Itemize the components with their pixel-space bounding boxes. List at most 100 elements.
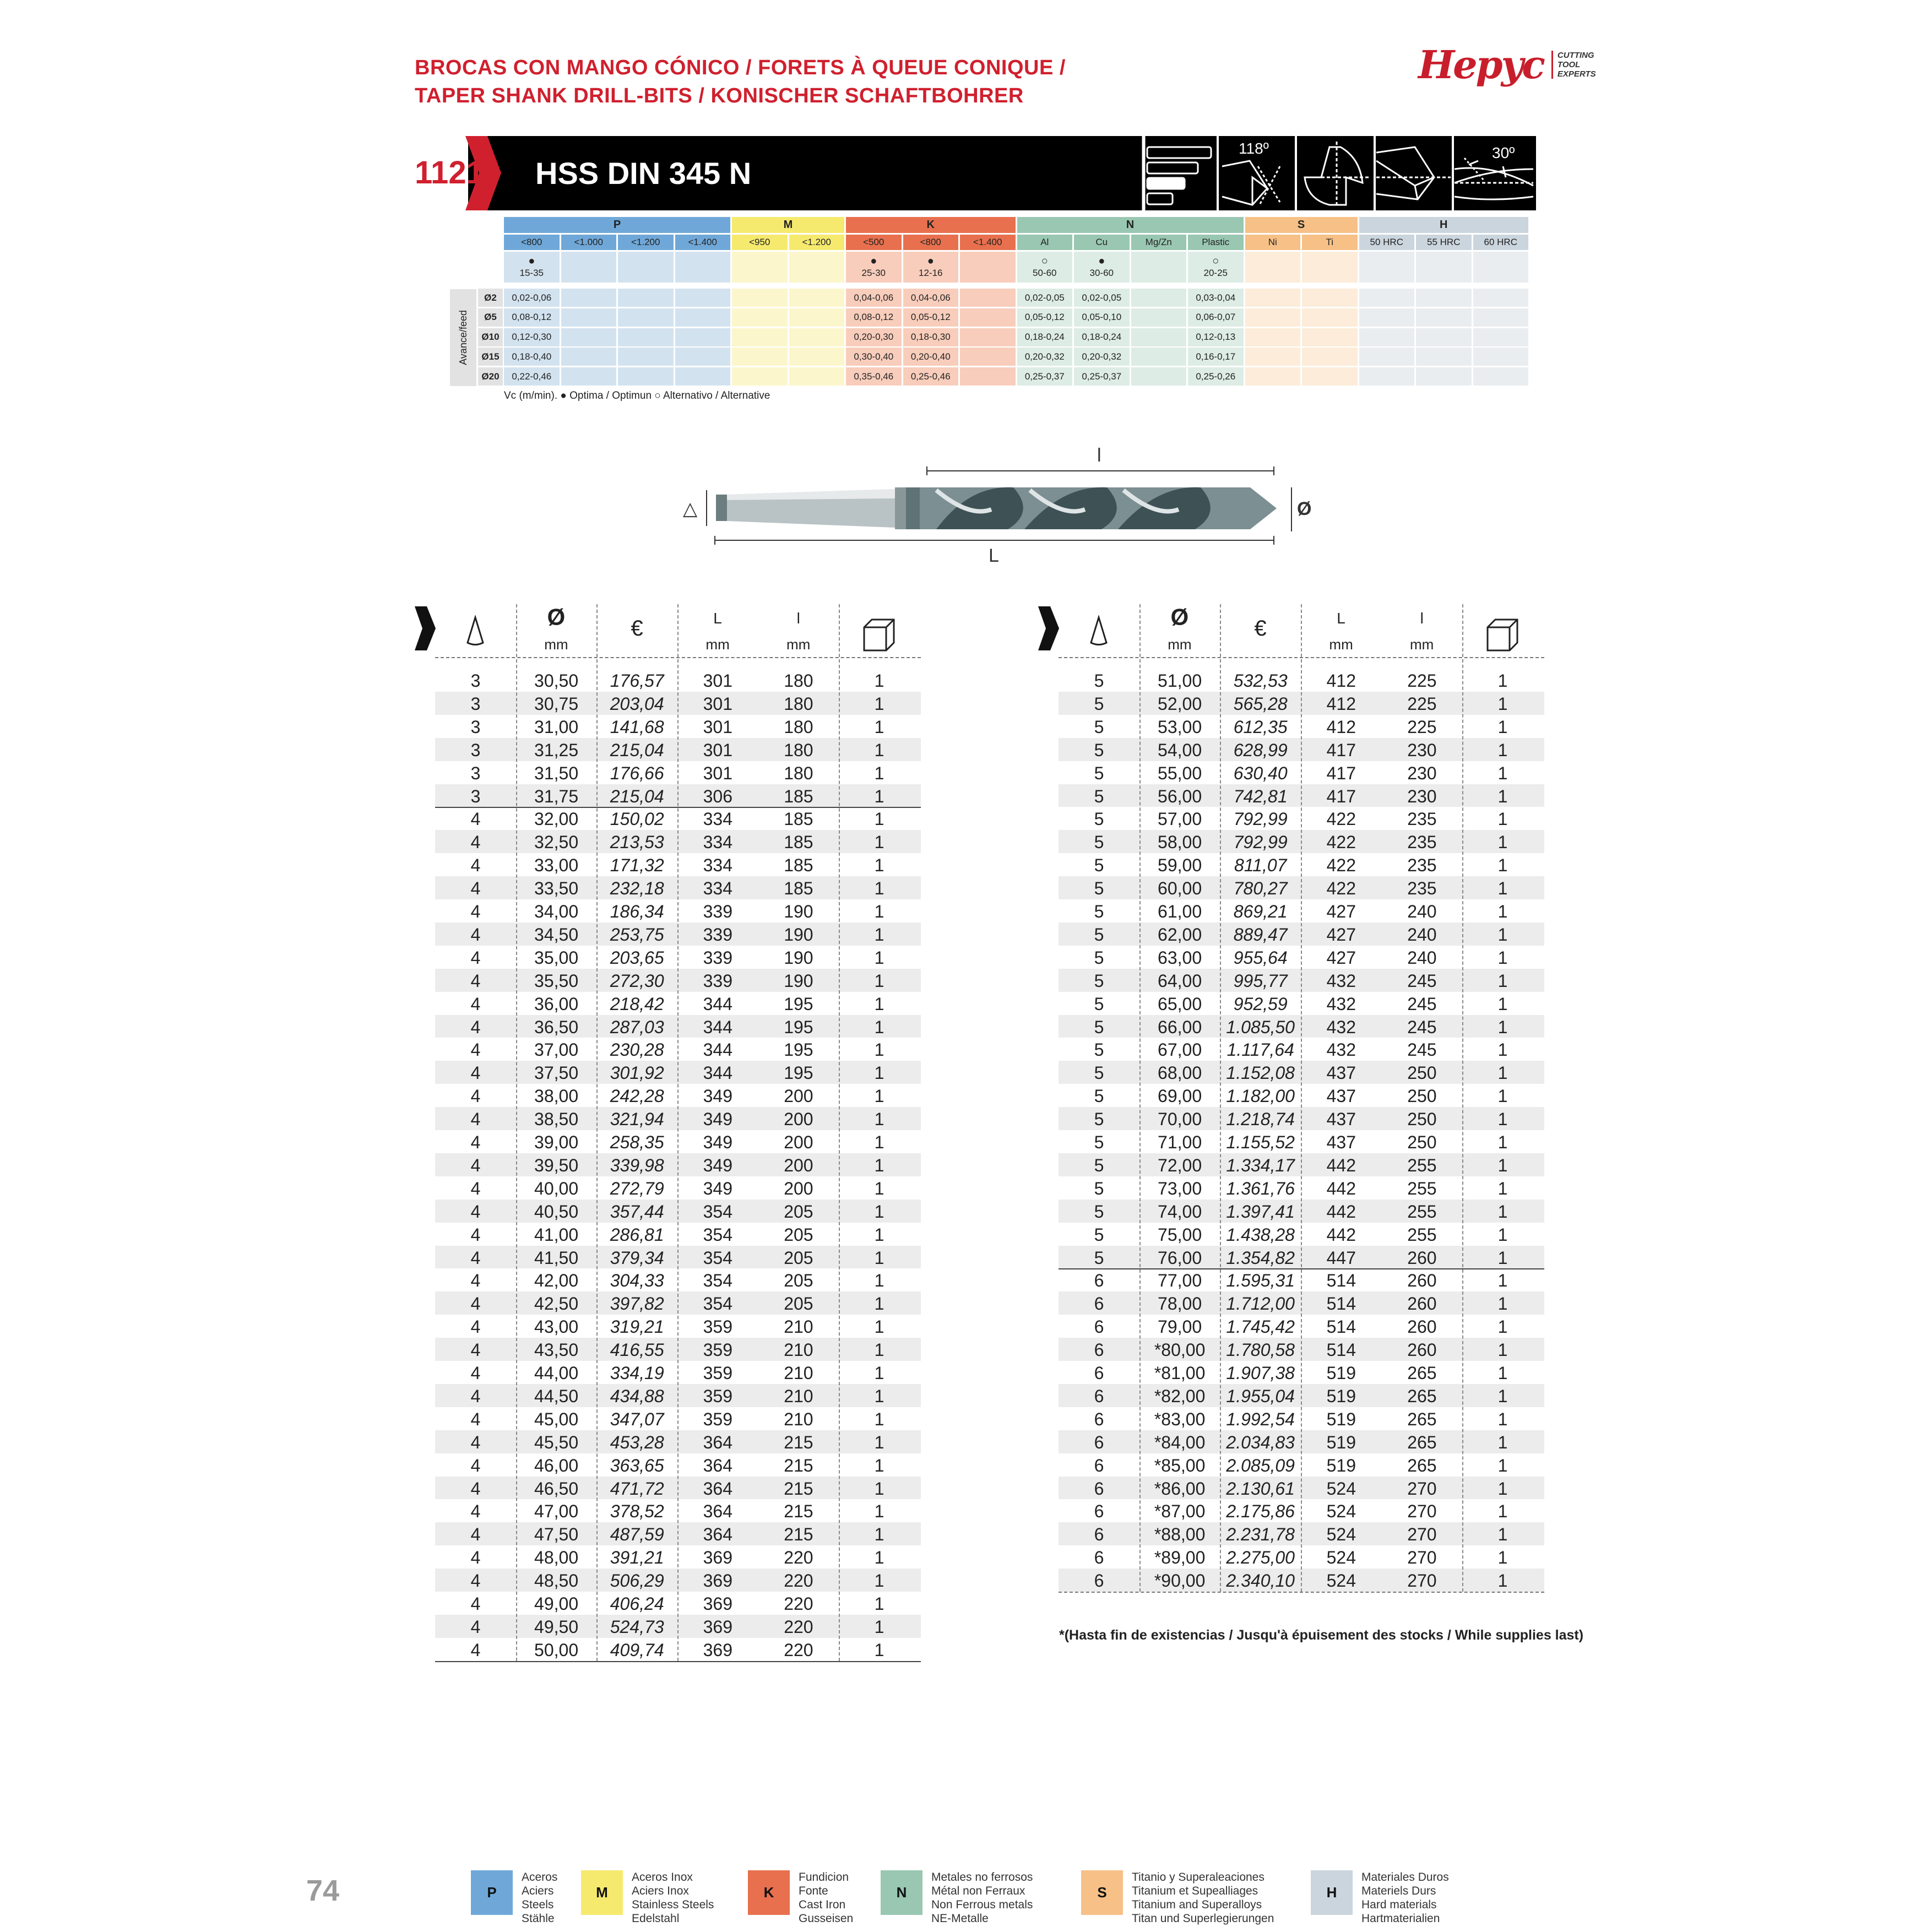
- diameter: 48,50: [534, 1571, 579, 1591]
- vc-cell: [1359, 252, 1414, 283]
- price: 1.397,41: [1226, 1201, 1295, 1222]
- cone-size: 6: [1094, 1548, 1104, 1568]
- flute-length: 270: [1407, 1571, 1437, 1591]
- pack-qty: 1: [874, 1247, 884, 1268]
- total-length: 349: [703, 1132, 732, 1152]
- pack-qty: 1: [1497, 740, 1508, 760]
- flute-length: 185: [784, 878, 813, 899]
- feed-value: [732, 308, 788, 327]
- flute-length: 210: [784, 1317, 813, 1337]
- diameter: 49,50: [534, 1616, 579, 1637]
- total-length: 422: [1326, 832, 1356, 853]
- table-row: 5 53,00 612,35 412 225 1: [1059, 715, 1544, 738]
- cone-size: 4: [470, 1501, 481, 1522]
- cone-size: 3: [470, 717, 481, 737]
- feed-value: [618, 348, 674, 366]
- table-row: 4 34,00 186,34 339 190 1: [435, 899, 921, 922]
- feed-value: [732, 289, 788, 307]
- flute-length: 185: [784, 809, 813, 829]
- pack-qty: 1: [874, 1501, 884, 1522]
- cone-header: [1059, 604, 1139, 656]
- cone-size: 4: [470, 1616, 481, 1637]
- feed-value: [1359, 367, 1414, 386]
- diameter: 31,50: [534, 763, 579, 783]
- cone-size: 5: [1094, 1086, 1104, 1106]
- flute-length-header: l mm: [1381, 604, 1462, 656]
- legend-item-M: M Aceros Inox Aciers Inox Stainless Steels E…: [581, 1870, 714, 1925]
- feed-value: [1131, 308, 1186, 327]
- feed-value: [960, 328, 1016, 346]
- feed-value: [1131, 289, 1186, 307]
- price: 171,32: [610, 855, 664, 876]
- total-length: 432: [1326, 970, 1356, 991]
- cone-size: 4: [470, 1294, 481, 1314]
- price: 955,64: [1233, 947, 1288, 968]
- cone-size: 4: [470, 1478, 481, 1499]
- legend-line: Stainless Steels: [632, 1898, 714, 1911]
- feed-value: [789, 289, 844, 307]
- diameter: *89,00: [1154, 1548, 1206, 1568]
- pack-qty: 1: [874, 994, 884, 1014]
- diameter: 71,00: [1158, 1132, 1202, 1152]
- price: 1.218,74: [1226, 1109, 1295, 1130]
- table-row: 5 55,00 630,40 417 230 1: [1059, 761, 1544, 784]
- cone-size: 4: [470, 1086, 481, 1106]
- pack-qty: 1: [874, 1155, 884, 1175]
- pack-qty: 1: [874, 1086, 884, 1106]
- total-length: 334: [703, 878, 732, 899]
- logo-tagline-3: EXPERTS: [1557, 69, 1596, 79]
- material-subgroup: <1.200: [789, 235, 844, 250]
- vc-cell: [732, 252, 788, 283]
- pack-qty: 1: [874, 924, 884, 945]
- diameter: 43,50: [534, 1340, 579, 1360]
- total-length: 359: [703, 1386, 732, 1406]
- diameter: 53,00: [1158, 717, 1202, 737]
- price: 2.275,00: [1226, 1548, 1295, 1568]
- flute-length: 220: [784, 1640, 813, 1660]
- diameter: 79,00: [1158, 1317, 1202, 1337]
- pack-qty: 1: [874, 1294, 884, 1314]
- table-row: 5 73,00 1.361,76 442 255 1: [1059, 1176, 1544, 1200]
- flute-length: 190: [784, 902, 813, 921]
- price: 1.745,42: [1226, 1317, 1295, 1337]
- price: 524,73: [610, 1616, 664, 1637]
- feed-value: [789, 348, 844, 366]
- feed-value: [732, 328, 788, 346]
- diameter: 66,00: [1158, 1017, 1202, 1037]
- pack-qty: 1: [1497, 1017, 1508, 1037]
- pack-qty: 1: [1497, 1363, 1508, 1383]
- column-divider: [1462, 604, 1463, 1592]
- pack-qty: 1: [874, 786, 884, 806]
- diameter: 31,00: [534, 717, 579, 737]
- cone-size: 6: [1094, 1363, 1104, 1383]
- flute-length: 215: [784, 1432, 813, 1452]
- legend-item-K: K Fundicion Fonte Cast Iron Gusseisen: [748, 1870, 853, 1925]
- price: 409,74: [610, 1640, 664, 1660]
- package-box-icon: [1486, 618, 1518, 652]
- price-header-symbol: €: [1254, 616, 1267, 641]
- pack-qty: 1: [874, 671, 884, 691]
- price: 1.117,64: [1227, 1040, 1294, 1060]
- helix-angle-30-icon: 30º: [1454, 144, 1534, 200]
- cone-size: 5: [1094, 970, 1104, 991]
- price: 434,88: [610, 1386, 664, 1406]
- table-row: 5 57,00 792,99 422 235 1: [1059, 807, 1544, 830]
- cone-size: 5: [1094, 1247, 1104, 1268]
- pack-qty: 1: [874, 1017, 884, 1037]
- cone-size: 5: [1094, 1132, 1104, 1152]
- price: 242,28: [610, 1086, 664, 1106]
- material-group-S: S: [1245, 217, 1358, 233]
- pack-qty: 1: [874, 717, 884, 737]
- total-length: 432: [1326, 994, 1356, 1014]
- flute-length: 230: [1407, 763, 1437, 783]
- price: 811,07: [1234, 855, 1287, 876]
- legend-item-H: H Materiales Duros Materiels Durs Hard mate…: [1311, 1870, 1449, 1925]
- table-row: 6 77,00 1.595,31 514 260 1: [1059, 1268, 1544, 1291]
- pack-qty: 1: [1497, 1548, 1508, 1568]
- pack-qty: 1: [1497, 693, 1508, 714]
- pack-qty: 1: [874, 1640, 884, 1660]
- price: 532,53: [1233, 671, 1288, 691]
- table-row: 4 48,00 391,21 369 220 1: [435, 1545, 921, 1569]
- vc-range: 50-60: [1033, 268, 1057, 278]
- price: 379,34: [610, 1247, 664, 1268]
